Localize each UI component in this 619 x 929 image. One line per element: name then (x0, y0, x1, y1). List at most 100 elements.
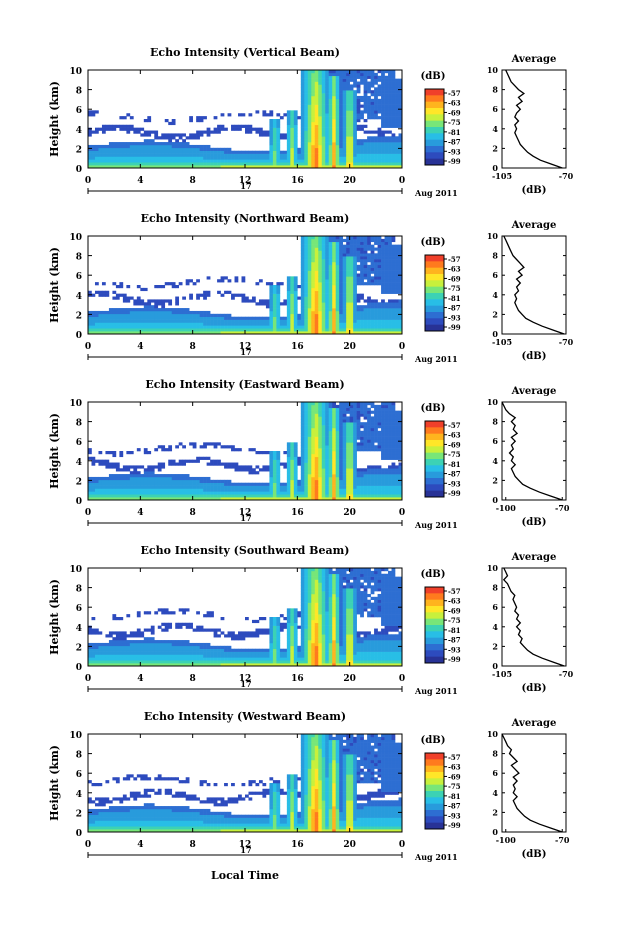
colorbar-tick-label: -69 (448, 274, 461, 283)
heatmap-cell (269, 322, 274, 326)
heatmap-cell (374, 419, 378, 423)
heatmap-cell (122, 474, 127, 478)
heatmap-cell (276, 144, 281, 149)
heatmap-cell (332, 147, 337, 151)
heatmap-cell (115, 150, 120, 154)
heatmap-cell (133, 313, 138, 317)
heatmap-cell (318, 491, 323, 495)
heatmap-cell (199, 325, 204, 329)
heatmap-cell (161, 319, 166, 323)
heatmap-cell (395, 287, 399, 292)
heatmap-cell (367, 70, 371, 74)
heatmap-cell (101, 491, 106, 495)
heatmap-cell (231, 497, 235, 501)
heatmap-cell (300, 479, 305, 483)
heatmap-cell (168, 310, 173, 315)
heatmap-cell (363, 474, 368, 478)
heatmap-cell (304, 133, 309, 137)
heatmap-cell (370, 328, 375, 332)
heatmap-cell (339, 104, 343, 108)
heatmap-cell (231, 465, 235, 469)
colorbar-tick-label: -63 (448, 99, 461, 108)
heatmap-cell (381, 436, 385, 440)
heatmap-cell (276, 462, 281, 466)
heatmap-cell (91, 476, 96, 481)
heatmap-cell (286, 276, 291, 280)
heatmap-cell (388, 453, 392, 458)
heatmap-cell (171, 319, 176, 323)
heatmap-cell (255, 319, 260, 323)
heatmap-cell (335, 325, 340, 329)
heatmap-cell (105, 150, 110, 154)
heatmap-cell (136, 296, 141, 300)
heatmap-cell (328, 476, 333, 481)
heatmap-cell (206, 159, 211, 163)
heatmap-cell (388, 287, 392, 292)
heatmap-cell (140, 159, 145, 163)
heatmap-cell (210, 485, 214, 489)
heatmap-cell (185, 282, 190, 286)
heatmap-cell (196, 133, 200, 137)
heatmap-cell (178, 144, 183, 149)
heatmap-cell (346, 142, 350, 146)
heatmap-cell (262, 165, 267, 169)
heatmap-cell (391, 494, 396, 498)
heatmap-cell (328, 110, 333, 114)
heatmap-cell (251, 328, 256, 332)
heatmap-cell (88, 290, 92, 294)
heatmap-cell (335, 488, 340, 492)
heatmap-cell (171, 462, 176, 466)
heatmap-cell (234, 127, 239, 131)
heatmap-cell (318, 238, 323, 243)
heatmap-cell (307, 465, 312, 469)
heatmap-cell (304, 445, 309, 449)
heatmap-cell (91, 110, 96, 114)
heatmap-cell (335, 296, 340, 300)
heatmap-cell (307, 451, 312, 455)
heatmap-cell (126, 127, 131, 131)
heatmap-cell (332, 70, 337, 74)
heatmap-cell (290, 445, 295, 449)
heatmap-cell (384, 147, 389, 151)
heatmap-cell (178, 476, 183, 481)
heatmap-cell (339, 451, 343, 455)
heatmap-cell (185, 322, 190, 326)
heatmap-cell (154, 331, 159, 335)
heatmap-cell (311, 162, 316, 166)
heatmap-cell (196, 328, 200, 332)
heatmap-cell (304, 474, 309, 478)
heatmap-cell (381, 165, 385, 169)
heatmap-cell (353, 425, 357, 429)
heatmap-cell (346, 302, 350, 306)
heatmap-cell (210, 325, 214, 329)
heatmap-cell (314, 413, 319, 417)
heatmap-cell (339, 276, 343, 280)
heatmap-cell (339, 153, 343, 157)
heatmap-cell (304, 107, 309, 111)
heatmap-cell (112, 479, 117, 483)
heatmap-cell (384, 270, 389, 274)
heatmap-cell (206, 462, 211, 466)
heatmap-cell (307, 331, 312, 335)
heatmap-cell (227, 497, 232, 501)
heatmap-cell (279, 150, 284, 154)
heatmap-cell (290, 308, 295, 312)
heatmap-cell (262, 316, 267, 320)
heatmap-cell (272, 313, 277, 317)
heatmap-cell (381, 267, 385, 271)
heatmap-cell (140, 328, 145, 332)
heatmap-cell (398, 244, 403, 248)
heatmap-cell (143, 485, 148, 489)
heatmap-cell (349, 474, 354, 478)
heatmap-cell (112, 453, 117, 458)
heatmap-cell (178, 462, 183, 466)
heatmap-cell (395, 445, 399, 449)
heatmap-cell (342, 313, 347, 317)
heatmap-cell (175, 316, 180, 320)
heatmap-cell (269, 302, 274, 306)
heatmap-cell (171, 485, 176, 489)
heatmap-cell (395, 482, 399, 486)
heatmap-cell (164, 474, 169, 478)
heatmap-cell (108, 451, 113, 455)
heatmap-cell (388, 465, 392, 469)
